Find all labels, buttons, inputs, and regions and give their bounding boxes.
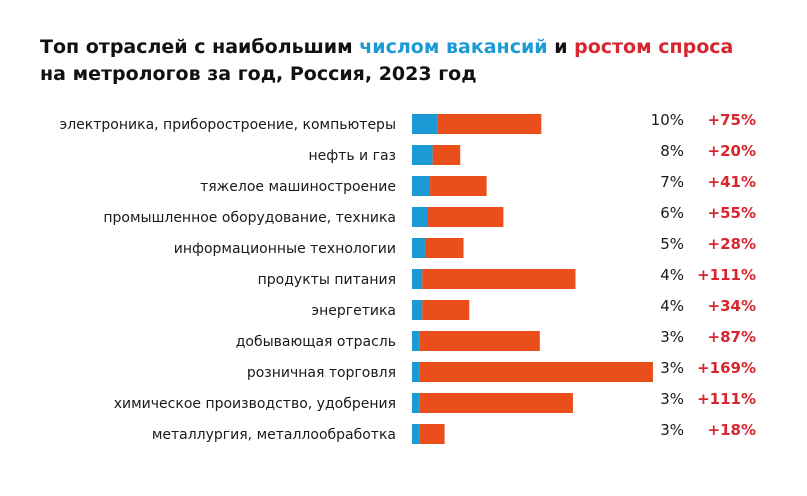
bar-growth	[419, 393, 573, 413]
bar-growth	[419, 331, 540, 351]
share-label: 5%	[660, 235, 684, 253]
category-label: химическое производство, удобрения	[114, 396, 396, 412]
bar-growth	[419, 424, 445, 444]
share-label: 8%	[660, 142, 684, 160]
title-part1: Топ отраслей с наибольшим	[40, 36, 360, 58]
category-label: тяжелое машиностроение	[200, 179, 396, 195]
share-label: 4%	[660, 266, 684, 284]
bar-growth	[430, 176, 487, 196]
growth-label: +87%	[708, 328, 756, 346]
share-label: 3%	[660, 390, 684, 408]
share-label: 4%	[660, 297, 684, 315]
title-highlight-growth: ростом спроса	[574, 36, 734, 58]
growth-label: +20%	[708, 142, 756, 160]
growth-label: +111%	[697, 390, 756, 408]
share-label: 6%	[660, 204, 684, 222]
growth-label: +169%	[697, 359, 756, 377]
bar-growth	[437, 114, 542, 134]
bar-vacancies	[412, 238, 425, 258]
category-label: электроника, приборостроение, компьютеры	[60, 117, 396, 133]
bar-vacancies	[412, 393, 420, 413]
category-label: нефть и газ	[308, 148, 396, 164]
category-label: розничная торговля	[247, 365, 396, 381]
category-label: продукты питания	[258, 272, 396, 288]
growth-label: +34%	[708, 297, 756, 315]
bar-growth	[422, 269, 576, 289]
bar-vacancies	[412, 145, 433, 165]
bar-growth	[422, 300, 470, 320]
title-highlight-vacancies: числом вакансий	[359, 36, 548, 58]
growth-label: +55%	[708, 204, 756, 222]
growth-label: +75%	[708, 111, 756, 129]
category-label: промышленное оборудование, техника	[103, 210, 396, 226]
category-label: информационные технологии	[174, 241, 396, 257]
bar-vacancies	[412, 176, 431, 196]
chart-rows: электроника, приборостроение, компьютеры…	[60, 111, 756, 444]
bar-vacancies	[412, 362, 420, 382]
chart-title: Топ отраслей с наибольшим числом ваканси…	[40, 34, 780, 88]
growth-label: +111%	[697, 266, 756, 284]
growth-label: +28%	[708, 235, 756, 253]
bar-vacancies	[412, 269, 423, 289]
category-label: энергетика	[311, 303, 396, 319]
share-label: 7%	[660, 173, 684, 191]
share-label: 3%	[660, 359, 684, 377]
bar-vacancies	[412, 300, 423, 320]
title-line2: на метрологов за год, Россия, 2023 год	[40, 63, 477, 85]
bar-vacancies	[412, 207, 428, 227]
bar-growth	[427, 207, 504, 227]
share-label: 3%	[660, 421, 684, 439]
share-label: 3%	[660, 328, 684, 346]
bar-growth	[419, 362, 653, 382]
category-label: добывающая отрасль	[236, 334, 396, 350]
bar-growth	[424, 238, 464, 258]
category-label: металлургия, металлообработка	[152, 427, 396, 443]
title-part2: и	[547, 36, 575, 58]
growth-label: +18%	[708, 421, 756, 439]
share-label: 10%	[651, 111, 684, 129]
growth-label: +41%	[708, 173, 756, 191]
bar-growth	[432, 145, 461, 165]
bar-vacancies	[412, 424, 420, 444]
bar-vacancies	[412, 331, 420, 351]
bar-vacancies	[412, 114, 438, 134]
